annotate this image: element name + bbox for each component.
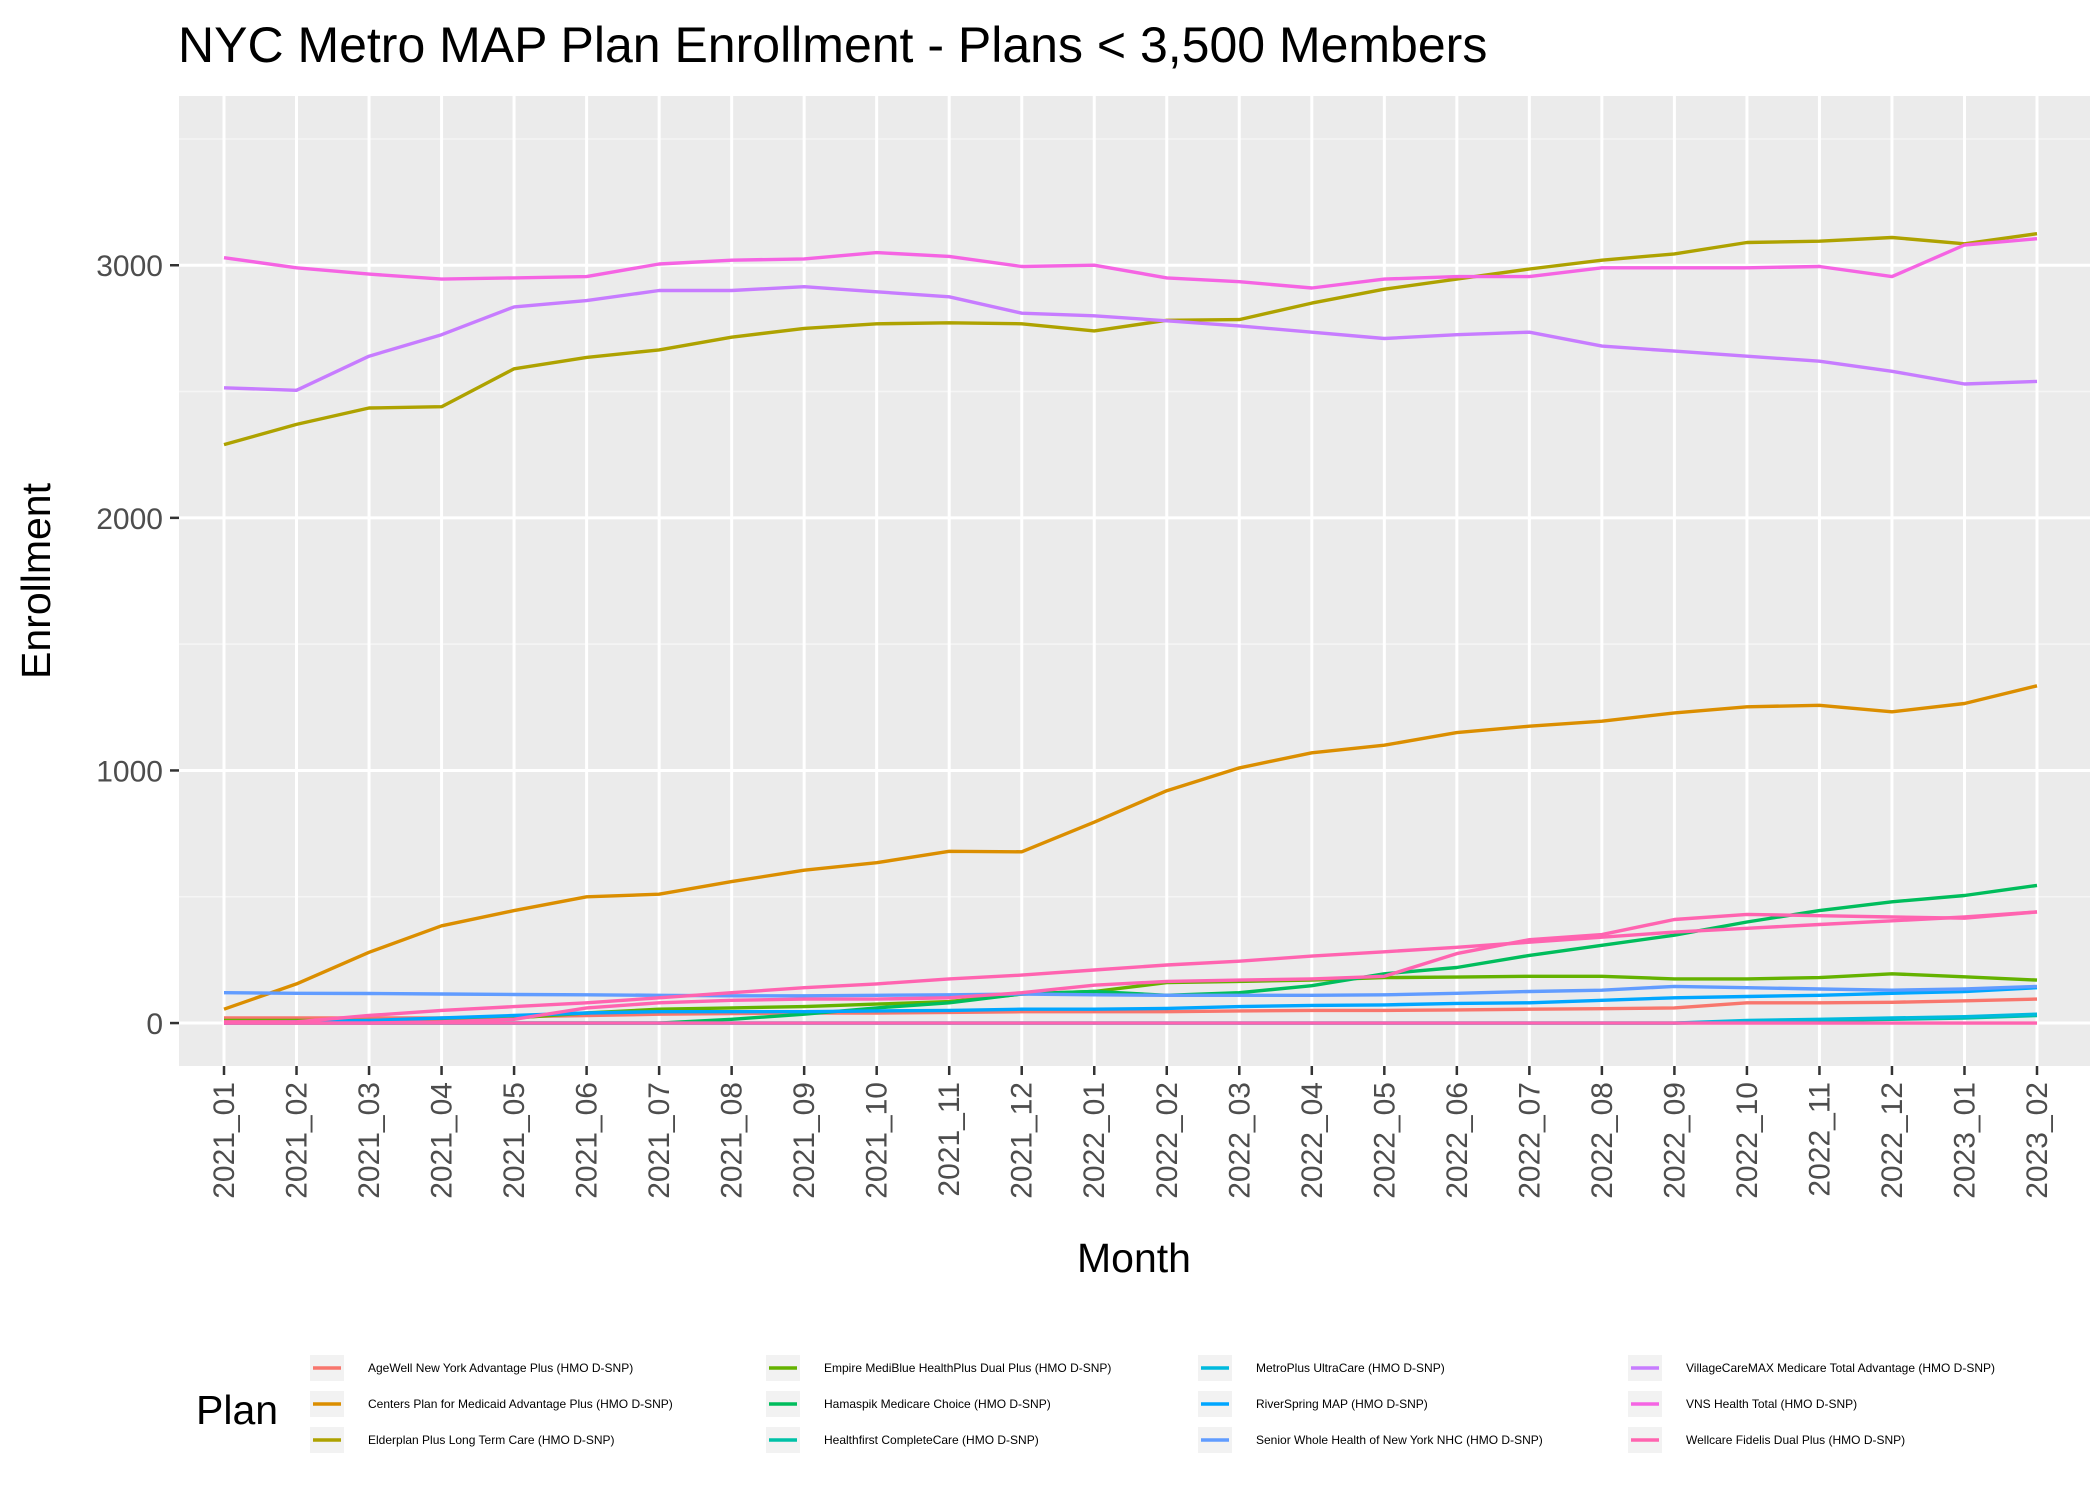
chart-title: NYC Metro MAP Plan Enrollment - Plans < … xyxy=(178,17,1488,73)
x-axis-title: Month xyxy=(1077,1235,1191,1281)
x-tick-label: 2021_07 xyxy=(643,1082,676,1199)
legend-item: Wellcare Fidelis Dual Plus (HMO D-SNP) xyxy=(1628,1427,1905,1453)
legend-item: Empire MediBlue HealthPlus Dual Plus (HM… xyxy=(766,1355,1111,1381)
x-tick-label: 2022_04 xyxy=(1296,1082,1329,1199)
x-tick-label: 2021_04 xyxy=(426,1082,459,1199)
legend-label: MetroPlus UltraCare (HMO D-SNP) xyxy=(1256,1361,1445,1375)
series-line-11 xyxy=(223,237,2038,290)
legend: AgeWell New York Advantage Plus (HMO D-S… xyxy=(310,1355,1995,1453)
x-tick-label: 2022_06 xyxy=(1441,1082,1474,1199)
x-tick-label: 2023_01 xyxy=(1948,1082,1981,1199)
x-tick-label: 2022_05 xyxy=(1368,1082,1401,1199)
y-tick-label: 2000 xyxy=(96,503,163,536)
series-line-2 xyxy=(223,684,2038,1011)
legend-item: Centers Plan for Medicaid Advantage Plus… xyxy=(310,1391,673,1417)
y-tick-label: 3000 xyxy=(96,250,163,283)
y-axis: 0 1000 2000 3000 xyxy=(96,250,179,1041)
legend-label: Senior Whole Health of New York NHC (HMO… xyxy=(1256,1433,1543,1447)
y-tick-label: 1000 xyxy=(96,755,163,788)
x-tick-label: 2021_06 xyxy=(571,1082,604,1199)
series-line-3 xyxy=(223,232,2038,447)
legend-label: Centers Plan for Medicaid Advantage Plus… xyxy=(368,1397,673,1411)
series-line-10 xyxy=(223,285,2038,392)
legend-item: Hamaspik Medicare Choice (HMO D-SNP) xyxy=(766,1391,1051,1417)
x-tick-label: 2022_07 xyxy=(1513,1082,1546,1199)
series-line-13 xyxy=(224,910,2038,1025)
x-tick-label: 2021_12 xyxy=(1006,1082,1039,1199)
x-tick-label: 2022_10 xyxy=(1731,1082,1764,1199)
plot-panel xyxy=(179,96,2090,1066)
x-tick-label: 2022_01 xyxy=(1078,1082,1111,1199)
x-tick-label: 2022_08 xyxy=(1586,1082,1619,1199)
x-tick-label: 2021_01 xyxy=(208,1082,241,1199)
legend-label: Elderplan Plus Long Term Care (HMO D-SNP… xyxy=(368,1433,615,1447)
legend-label: AgeWell New York Advantage Plus (HMO D-S… xyxy=(368,1361,633,1375)
legend-item: Healthfirst CompleteCare (HMO D-SNP) xyxy=(766,1427,1039,1453)
minor-gridlines xyxy=(179,138,2090,898)
x-axis: 2021_01 2021_02 2021_03 2021_04 2021_05 2021_… xyxy=(208,1066,2054,1199)
x-tick-label: 2021_09 xyxy=(788,1082,821,1199)
legend-item: VNS Health Total (HMO D-SNP) xyxy=(1628,1391,1857,1417)
legend-item: Senior Whole Health of New York NHC (HMO… xyxy=(1198,1427,1543,1453)
y-axis-title: Enrollment xyxy=(13,482,59,679)
legend-label: VNS Health Total (HMO D-SNP) xyxy=(1686,1397,1857,1411)
series-line-8 xyxy=(223,986,2038,1025)
x-tick-label: 2021_11 xyxy=(933,1082,966,1197)
x-tick-label: 2022_02 xyxy=(1151,1082,1184,1199)
series-line-12 xyxy=(224,910,2038,1024)
x-tick-label: 2021_08 xyxy=(716,1082,749,1199)
legend-label: Wellcare Fidelis Dual Plus (HMO D-SNP) xyxy=(1686,1433,1905,1447)
legend-label: VillageCareMAX Medicare Total Advantage … xyxy=(1686,1361,1995,1375)
x-tick-label: 2021_10 xyxy=(861,1082,894,1199)
x-tick-label: 2021_02 xyxy=(281,1082,314,1199)
legend-item: RiverSpring MAP (HMO D-SNP) xyxy=(1198,1391,1428,1417)
x-tick-label: 2022_12 xyxy=(1876,1082,1909,1199)
legend-label: RiverSpring MAP (HMO D-SNP) xyxy=(1256,1397,1428,1411)
legend-title: Plan xyxy=(196,1387,278,1433)
legend-item: MetroPlus UltraCare (HMO D-SNP) xyxy=(1198,1355,1445,1381)
legend-item: AgeWell New York Advantage Plus (HMO D-S… xyxy=(310,1355,633,1381)
x-tick-label: 2023_02 xyxy=(2021,1082,2054,1199)
legend-label: Empire MediBlue HealthPlus Dual Plus (HM… xyxy=(824,1361,1111,1375)
x-tick-label: 2021_05 xyxy=(498,1082,531,1199)
x-tick-label: 2022_11 xyxy=(1803,1082,1836,1197)
legend-label: Healthfirst CompleteCare (HMO D-SNP) xyxy=(824,1433,1039,1447)
x-tick-label: 2022_09 xyxy=(1658,1082,1691,1199)
legend-item: VillageCareMAX Medicare Total Advantage … xyxy=(1628,1355,1995,1381)
x-tick-label: 2021_03 xyxy=(353,1082,386,1199)
legend-label: Hamaspik Medicare Choice (HMO D-SNP) xyxy=(824,1397,1051,1411)
x-tick-label: 2022_03 xyxy=(1223,1082,1256,1199)
series-lines xyxy=(223,232,2038,1025)
y-tick-label: 0 xyxy=(146,1008,163,1041)
legend-item: Elderplan Plus Long Term Care (HMO D-SNP… xyxy=(310,1427,615,1453)
series-line-9 xyxy=(223,984,2038,998)
